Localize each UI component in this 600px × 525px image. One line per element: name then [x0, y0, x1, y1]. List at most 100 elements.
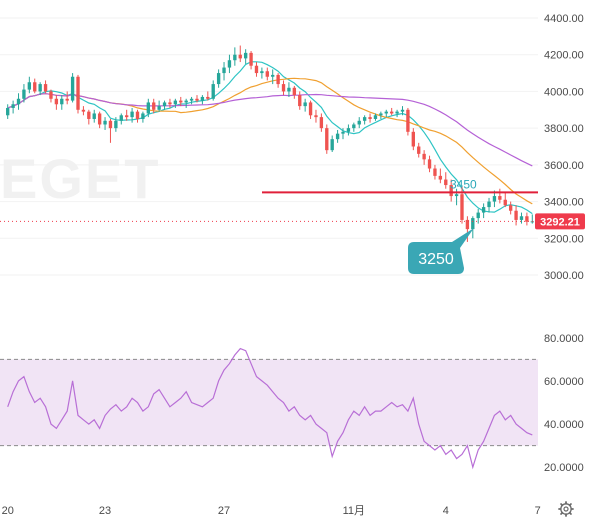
candle-body[interactable]: [184, 100, 188, 103]
candle-body[interactable]: [265, 71, 269, 77]
candle-body[interactable]: [81, 109, 86, 112]
candle-body[interactable]: [146, 102, 150, 114]
candle-body[interactable]: [43, 84, 48, 92]
candle-body[interactable]: [384, 111, 388, 114]
candle-body[interactable]: [346, 128, 351, 132]
candle-body[interactable]: [427, 159, 432, 169]
price-axis[interactable]: 4400.00 4200.00 4000.00 3800.00 3600.00 3400.…: [544, 13, 584, 282]
candle-body[interactable]: [390, 111, 394, 114]
candle-body[interactable]: [135, 111, 140, 119]
candle-body[interactable]: [335, 133, 340, 140]
candle-body[interactable]: [157, 106, 161, 110]
candle-body[interactable]: [195, 98, 199, 101]
rsi-indicator[interactable]: [7, 347, 533, 470]
candle-body[interactable]: [233, 54, 237, 61]
candle-body[interactable]: [152, 102, 156, 110]
resistance-line-group[interactable]: 3450: [262, 177, 538, 194]
candle-body[interactable]: [492, 196, 497, 202]
candle-body[interactable]: [341, 131, 345, 134]
candle-body[interactable]: [125, 115, 129, 118]
candle-body[interactable]: [216, 73, 221, 85]
candle-body[interactable]: [454, 194, 459, 197]
candle-body[interactable]: [476, 212, 480, 219]
candle-body[interactable]: [27, 82, 32, 90]
candle-body[interactable]: [362, 117, 367, 121]
candle-body[interactable]: [65, 98, 69, 101]
candle-body[interactable]: [373, 115, 378, 119]
gear-icon[interactable]: [558, 501, 574, 517]
candle-body[interactable]: [276, 74, 280, 85]
candle-body[interactable]: [189, 98, 194, 101]
candle-body[interactable]: [168, 102, 172, 105]
candle-body[interactable]: [292, 87, 297, 96]
candle-body[interactable]: [319, 117, 324, 129]
support-callout[interactable]: 3250: [408, 228, 474, 274]
candle-body[interactable]: [249, 52, 253, 66]
candle-body[interactable]: [200, 96, 205, 101]
candle-body[interactable]: [352, 124, 356, 129]
candle-body[interactable]: [298, 95, 302, 107]
candle-body[interactable]: [508, 205, 513, 211]
candle-body[interactable]: [287, 87, 291, 92]
candle-body[interactable]: [103, 120, 107, 125]
candle-body[interactable]: [254, 65, 259, 74]
candle-body[interactable]: [141, 113, 145, 119]
candle-body[interactable]: [16, 98, 21, 105]
candle-body[interactable]: [49, 91, 53, 99]
candle-body[interactable]: [449, 185, 453, 197]
candle-body[interactable]: [400, 109, 405, 112]
candle-body[interactable]: [368, 117, 372, 119]
candle-body[interactable]: [97, 113, 102, 125]
candle-body[interactable]: [33, 82, 37, 92]
candle-body[interactable]: [460, 194, 464, 220]
candle-body[interactable]: [325, 128, 329, 151]
candle-body[interactable]: [130, 111, 134, 118]
candle-body[interactable]: [422, 153, 426, 160]
candle-body[interactable]: [22, 89, 26, 99]
candle-body[interactable]: [87, 111, 91, 119]
candle-body[interactable]: [525, 216, 529, 222]
candle-body[interactable]: [6, 107, 10, 116]
candle-body[interactable]: [406, 109, 410, 132]
candle-body[interactable]: [243, 52, 248, 59]
candle-body[interactable]: [308, 102, 313, 116]
candle-body[interactable]: [211, 84, 215, 99]
candle-body[interactable]: [357, 120, 361, 125]
candlestick-series[interactable]: [6, 45, 534, 242]
candle-body[interactable]: [173, 100, 178, 105]
candle-body[interactable]: [92, 113, 96, 119]
candle-body[interactable]: [60, 98, 64, 105]
candle-body[interactable]: [438, 175, 443, 180]
candle-body[interactable]: [238, 54, 242, 59]
candle-body[interactable]: [54, 98, 59, 105]
candle-body[interactable]: [222, 67, 226, 74]
candle-body[interactable]: [487, 201, 491, 208]
candle-body[interactable]: [76, 76, 80, 110]
candle-body[interactable]: [114, 120, 118, 129]
candle-body[interactable]: [162, 102, 167, 107]
candle-body[interactable]: [411, 131, 415, 147]
candle-body[interactable]: [314, 115, 318, 118]
candle-body[interactable]: [417, 146, 421, 154]
candle-body[interactable]: [179, 100, 183, 103]
rsi-axis[interactable]: 80.0000 60.0000 40.0000 20.0000: [544, 333, 584, 474]
candle-body[interactable]: [465, 219, 470, 230]
candle-body[interactable]: [119, 115, 123, 121]
candle-body[interactable]: [70, 76, 75, 101]
candle-body[interactable]: [379, 113, 383, 116]
candle-body[interactable]: [281, 84, 286, 92]
candle-body[interactable]: [503, 199, 507, 206]
candle-body[interactable]: [481, 207, 486, 213]
candle-body[interactable]: [498, 196, 502, 200]
candle-body[interactable]: [11, 104, 15, 108]
candle-body[interactable]: [519, 216, 524, 220]
time-axis[interactable]: 20 23 27 11月 4 7: [2, 505, 541, 517]
candle-body[interactable]: [271, 74, 275, 77]
rsi-line[interactable]: [7, 347, 533, 470]
candle-body[interactable]: [303, 102, 307, 107]
candle-body[interactable]: [444, 179, 448, 186]
candle-body[interactable]: [433, 168, 437, 176]
candle-body[interactable]: [471, 218, 475, 230]
candle-body[interactable]: [108, 120, 113, 129]
